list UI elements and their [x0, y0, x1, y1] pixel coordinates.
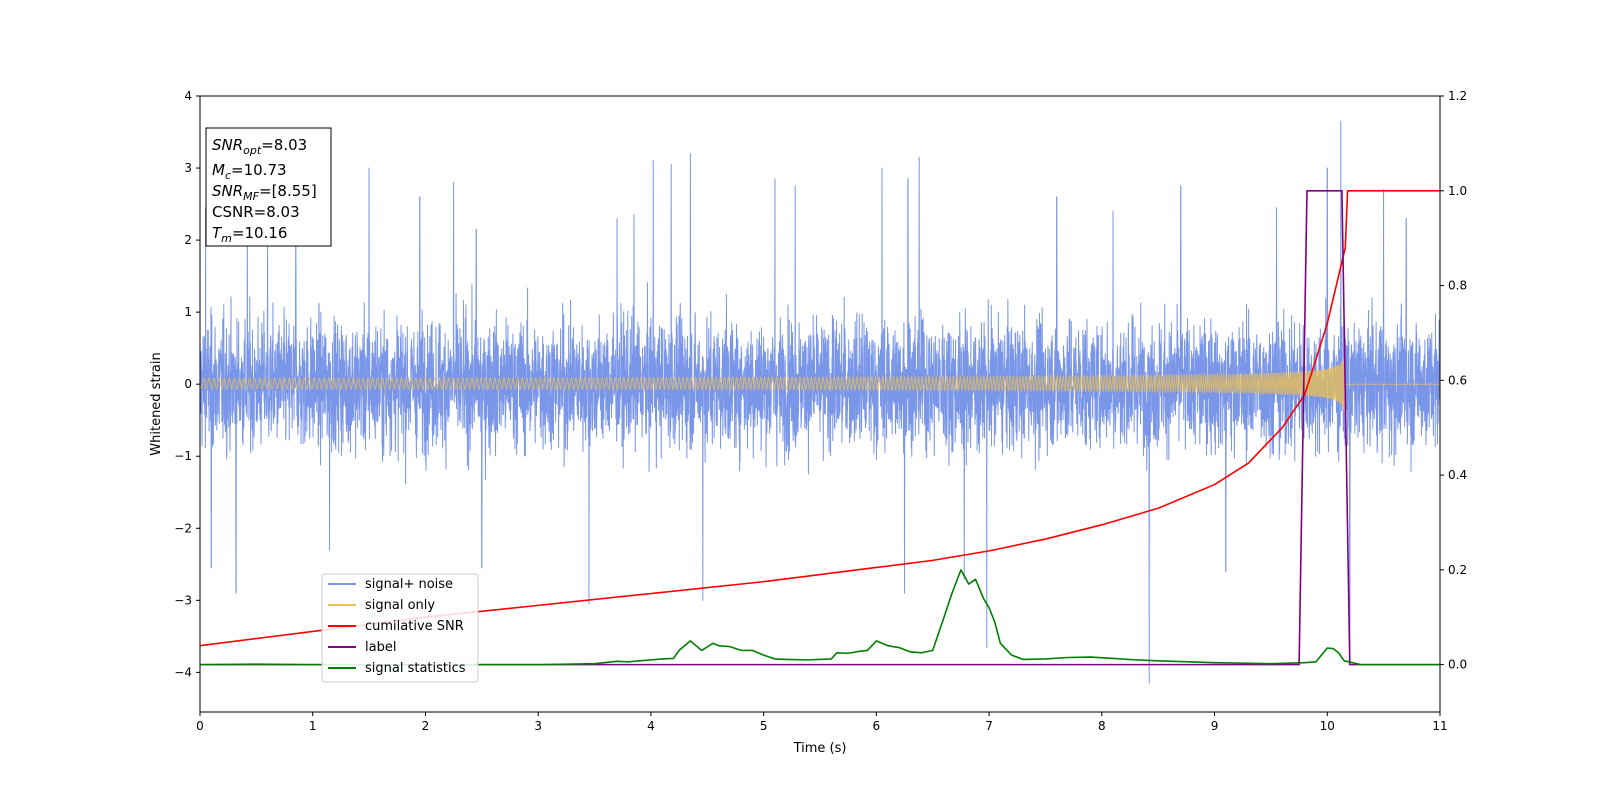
y-left-tick-label: −3: [174, 593, 192, 607]
legend-label: signal+ noise: [365, 577, 453, 592]
y-right-tick-label: 0.2: [1448, 563, 1467, 577]
x-axis: 0 1 2 3 4 5 6 7 8 9 10 11: [196, 712, 1448, 733]
info-box-line: Tm=10.16: [212, 224, 287, 245]
cumilative-snr-line: [200, 189, 1440, 647]
info-box-frame: [205, 127, 332, 247]
y-right-tick-label: 0.6: [1448, 373, 1467, 387]
axes-frame: [199, 95, 1441, 713]
x-tick-label: 7: [985, 719, 993, 733]
series-lines: [200, 189, 1440, 666]
legend-label: label: [365, 640, 396, 655]
plot-area: [200, 120, 1440, 684]
x-tick-label: 5: [760, 719, 768, 733]
info-box-line: SNRopt=8.03: [212, 136, 307, 157]
x-tick-label: 0: [196, 719, 204, 733]
y-left-tick-label: 0: [184, 377, 192, 391]
x-tick-label: 4: [647, 719, 655, 733]
x-tick-label: 1: [309, 719, 317, 733]
legend-frame: [321, 573, 479, 683]
signal-statistics-line: [200, 569, 1440, 666]
x-tick-label: 3: [534, 719, 542, 733]
y-right-tick-label: 0.0: [1448, 658, 1467, 672]
info-box-line: SNRMF=[8.55]: [212, 182, 317, 203]
y-right-tick-label: 1.0: [1448, 184, 1467, 198]
info-box-line: CSNR=8.03: [212, 203, 300, 221]
legend-label: signal only: [365, 598, 435, 613]
x-tick-label: 9: [1211, 719, 1219, 733]
info-box-line: Mc=10.73: [212, 161, 287, 182]
x-tick-label: 11: [1432, 719, 1447, 733]
legend-label: signal statistics: [365, 661, 466, 676]
signal-noise-line: [200, 120, 1440, 684]
x-tick-label: 10: [1320, 719, 1335, 733]
y-right-tick-label: 0.8: [1448, 279, 1467, 293]
y-left-tick-label: −2: [174, 521, 192, 535]
y-axis-label: Whitened strain: [149, 352, 164, 455]
info-box: SNRopt=8.03 Mc=10.73SNRMF=[8.55]CSNR=8.03…: [205, 127, 332, 247]
y-left-tick-label: 1: [184, 305, 192, 319]
y-axis-right: 0.0 0.2 0.4 0.6 0.8 1.0 1.2: [1440, 89, 1467, 672]
y-left-tick-label: 2: [184, 233, 192, 247]
y-right-tick-label: 1.2: [1448, 89, 1467, 103]
legend-label: cumilative SNR: [365, 619, 464, 634]
y-right-tick-label: 0.4: [1448, 468, 1467, 482]
y-axis-left: −4 −3 −2 −1 0 1 2 3 4: [174, 89, 200, 679]
legend: signal+ noise signal only cumilative SNR la…: [321, 573, 479, 683]
x-axis-label: Time (s): [793, 741, 847, 756]
signal-only-line: [200, 355, 1440, 412]
y-left-tick-label: 3: [184, 161, 192, 175]
y-left-tick-label: −1: [174, 449, 192, 463]
x-tick-label: 6: [873, 719, 881, 733]
y-left-tick-label: 4: [184, 89, 192, 103]
y-left-tick-label: −4: [174, 665, 192, 679]
x-tick-label: 8: [1098, 719, 1106, 733]
x-tick-label: 2: [422, 719, 430, 733]
